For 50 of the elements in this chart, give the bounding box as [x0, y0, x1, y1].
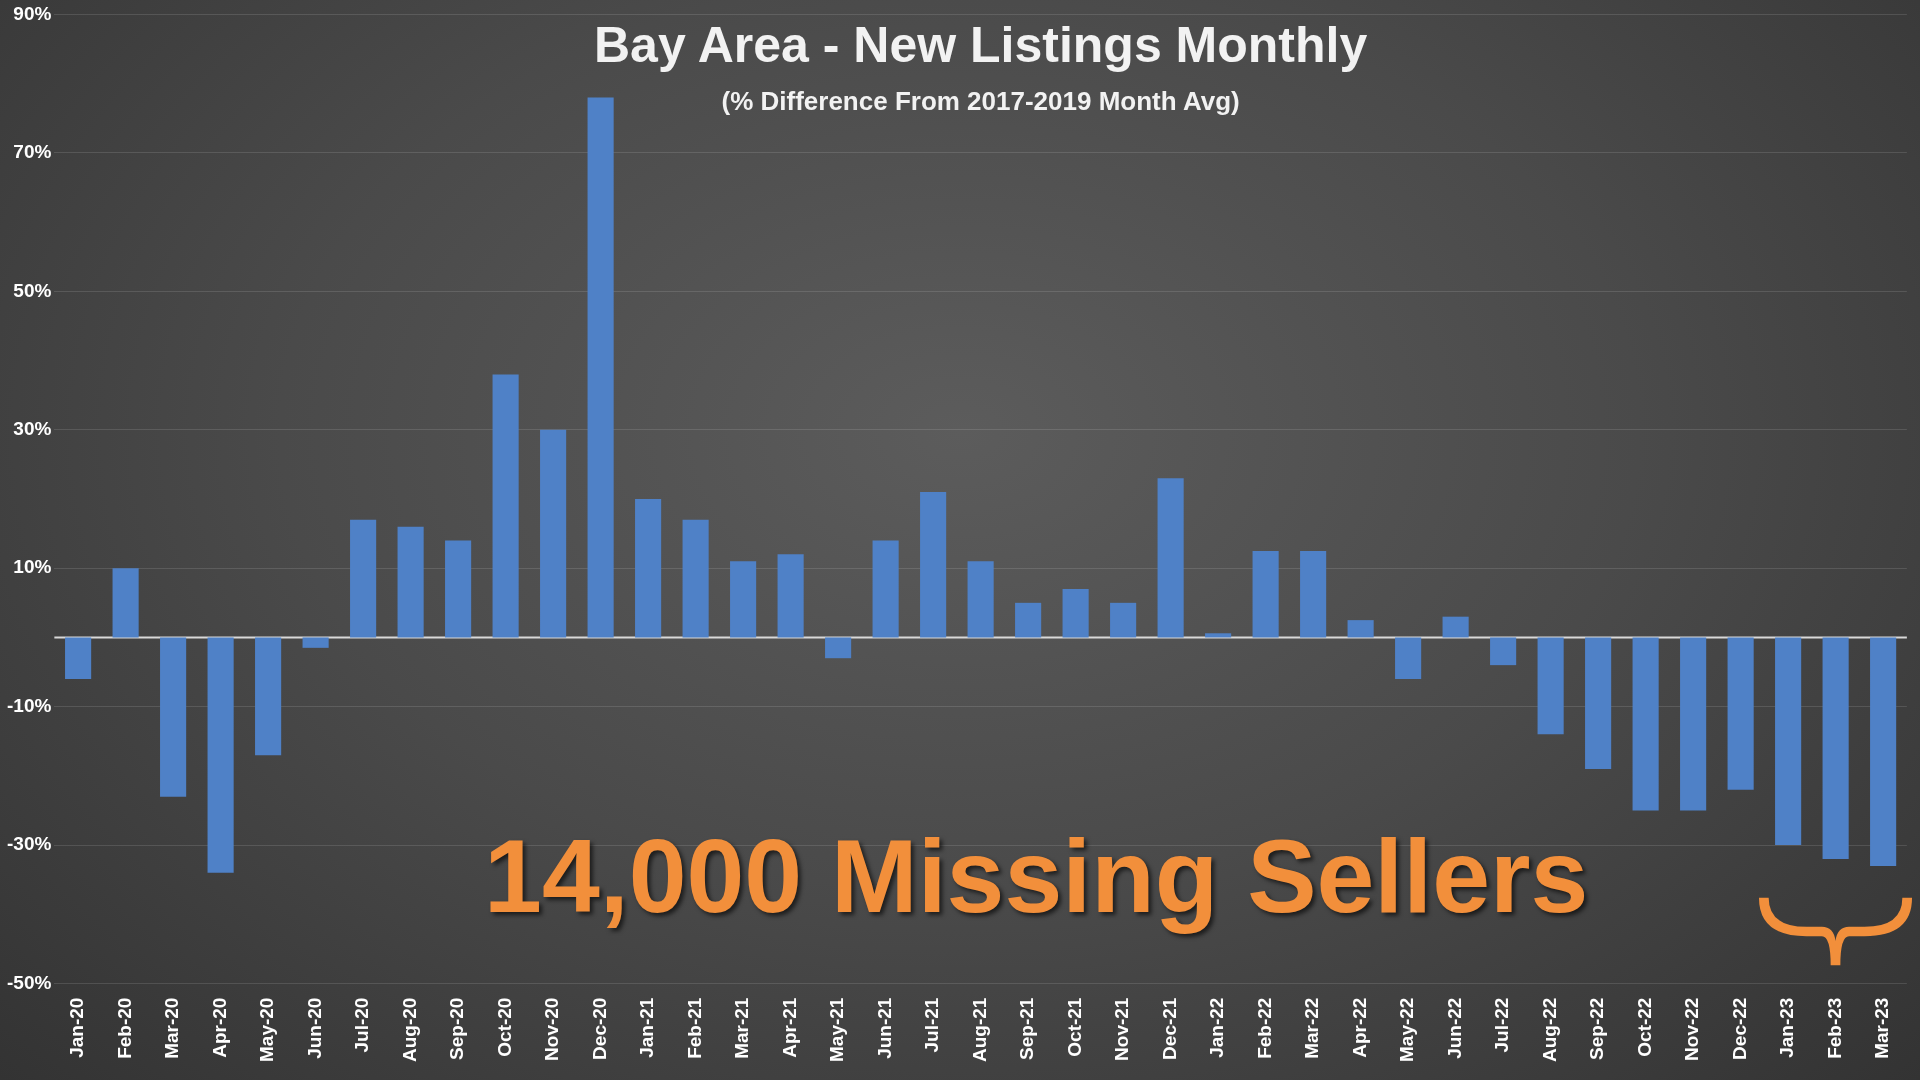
x-tick-label: Mar-22	[1301, 997, 1323, 1059]
x-tick-label: Oct-22	[1633, 997, 1655, 1057]
x-tick-label: Jun-20	[303, 997, 325, 1059]
x-tick-label: Nov-20	[541, 997, 563, 1061]
x-tick-label: Jan-22	[1206, 997, 1228, 1058]
y-tick-label: -30%	[7, 833, 52, 855]
chart-title: Bay Area - New Listings Monthly	[593, 16, 1368, 73]
x-tick-label: Oct-20	[493, 997, 515, 1057]
x-tick-label: Mar-20	[161, 997, 183, 1059]
x-tick-label: Jun-22	[1443, 997, 1465, 1059]
y-tick-label: 50%	[13, 279, 52, 301]
x-tick-label: Feb-23	[1823, 997, 1845, 1059]
x-tick-label: Dec-21	[1158, 997, 1180, 1060]
x-tick-label: Apr-20	[208, 997, 230, 1058]
x-tick-label: Jun-21	[873, 997, 895, 1059]
x-tick-label: Jan-21	[636, 997, 658, 1058]
x-tick-label: Jul-21	[921, 997, 943, 1053]
x-tick-label: Feb-21	[683, 997, 705, 1059]
y-tick-label: 70%	[13, 141, 52, 163]
y-tick-label: -10%	[7, 694, 52, 716]
x-tick-label: Nov-21	[1111, 997, 1133, 1061]
x-tick-label: Oct-21	[1063, 997, 1085, 1057]
annotation: 14,000 Missing Sellers	[484, 817, 1589, 934]
x-tick-label: Feb-20	[113, 997, 135, 1059]
x-tick-label: Apr-21	[778, 997, 800, 1058]
x-tick-label: May-21	[826, 997, 848, 1062]
x-tick-label: Feb-22	[1253, 997, 1275, 1059]
x-tick-label: Mar-23	[1871, 997, 1893, 1059]
y-tick-label: -50%	[7, 971, 52, 993]
y-tick-label: 30%	[13, 418, 52, 439]
x-tick-label: Jan-20	[66, 997, 88, 1058]
x-tick-label: Aug-22	[1538, 997, 1560, 1062]
x-tick-label: May-22	[1396, 997, 1418, 1062]
x-tick-label: Jul-22	[1491, 997, 1513, 1053]
x-tick-label: Aug-20	[398, 997, 420, 1062]
x-tick-label: Aug-21	[968, 997, 990, 1062]
x-tick-label: Sep-21	[1016, 997, 1038, 1060]
x-tick-label: Jan-23	[1776, 997, 1798, 1058]
y-tick-label: 90%	[13, 2, 52, 24]
x-tick-label: Dec-20	[588, 997, 610, 1060]
x-tick-label: Sep-22	[1586, 997, 1608, 1060]
x-tick-label: Nov-22	[1681, 997, 1703, 1061]
text: (% Difference From 2017-2019 Month Avg)	[721, 86, 1240, 117]
y-tick-label: 10%	[13, 556, 52, 578]
x-tick-label: May-20	[256, 997, 278, 1062]
x-tick-label: Sep-20	[446, 997, 468, 1060]
x-tick-label: Jul-20	[351, 997, 373, 1053]
x-tick-label: Apr-22	[1348, 997, 1370, 1058]
x-tick-label: Dec-22	[1728, 997, 1750, 1060]
x-tick-label: Mar-21	[731, 997, 753, 1059]
